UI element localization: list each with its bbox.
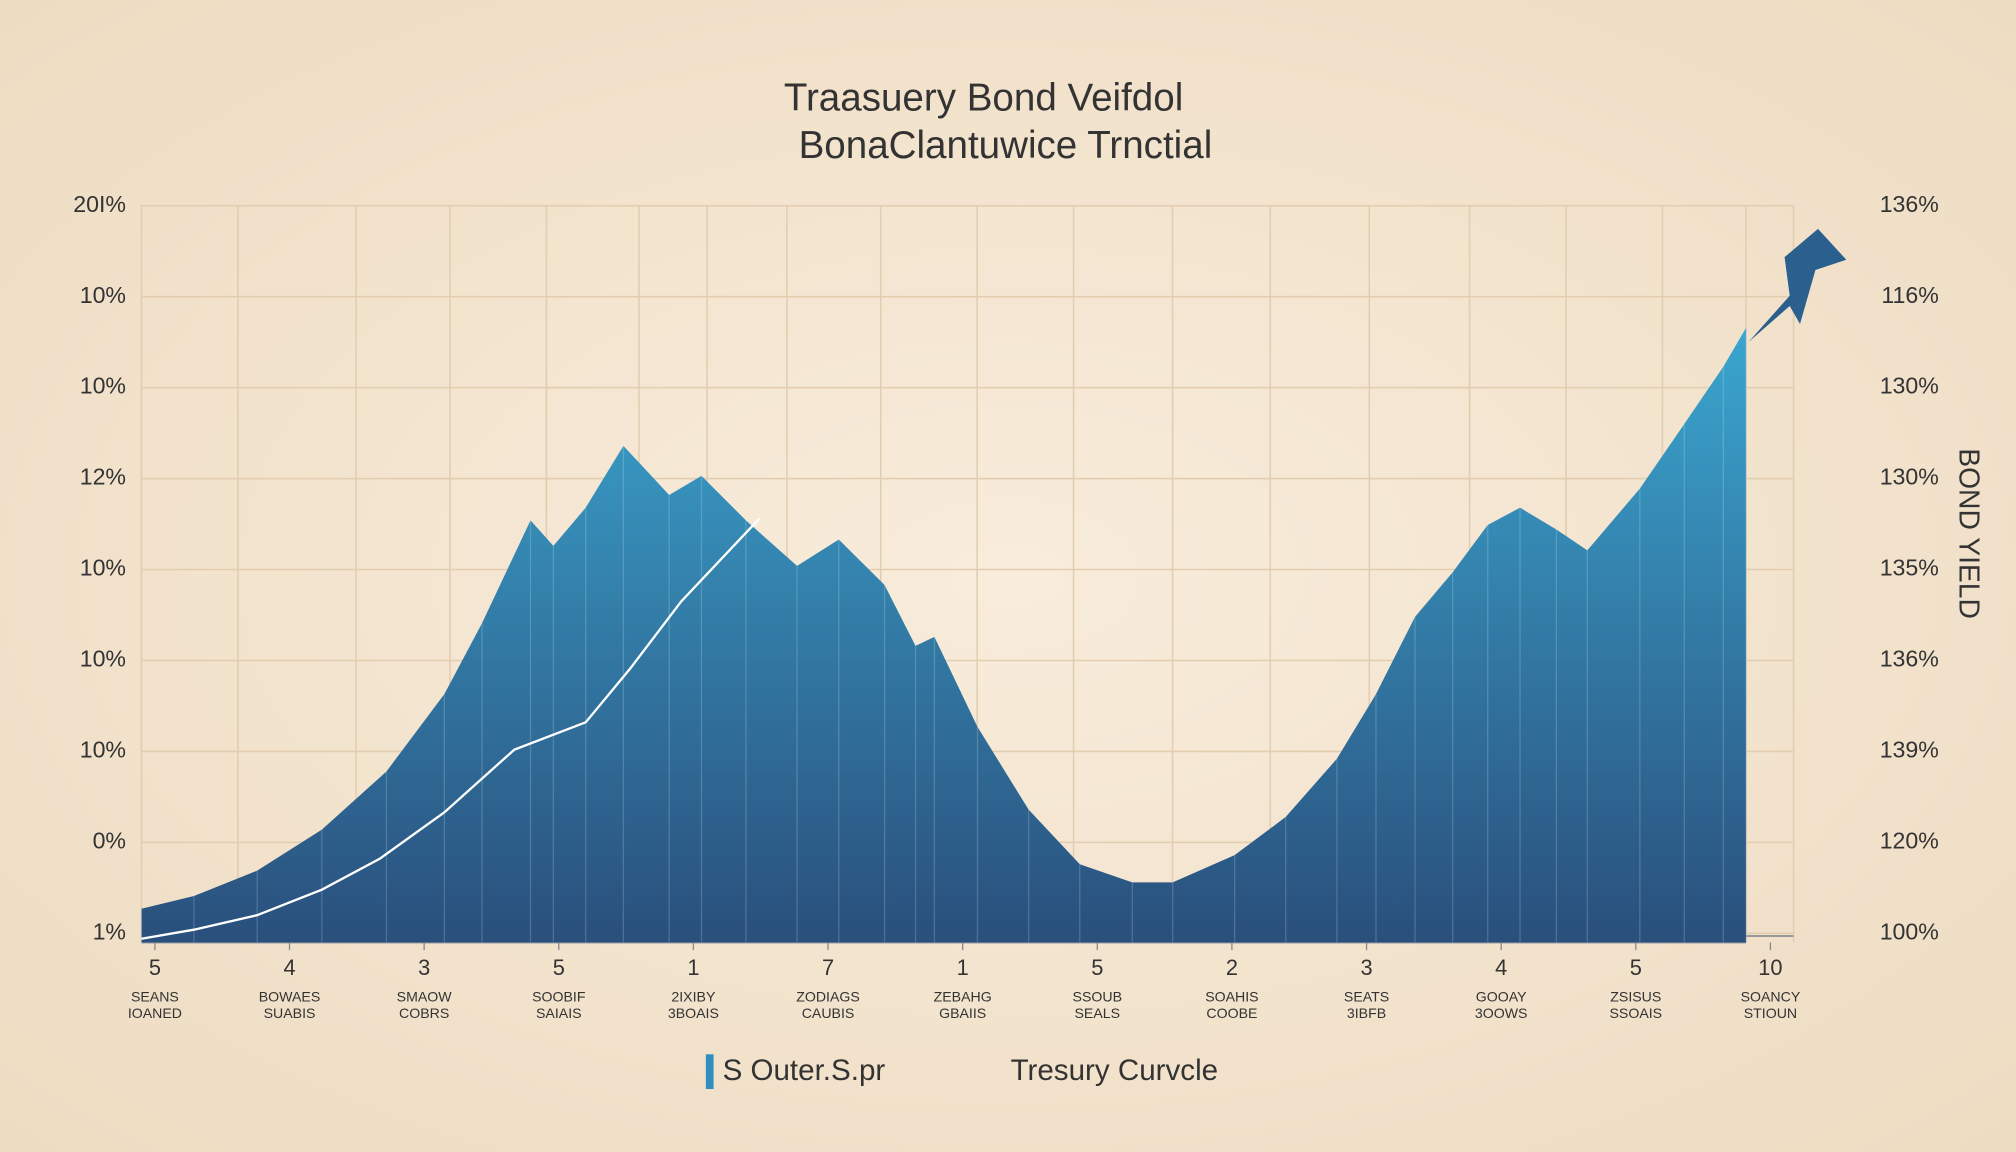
x-sublabel: SUABIS — [264, 1005, 316, 1021]
x-sublabel: SOOBIF — [532, 988, 586, 1004]
x-sublabel: SMAOW — [397, 988, 453, 1004]
x-sublabel: SOANCY — [1741, 988, 1801, 1004]
line — [141, 517, 761, 940]
area-stripes — [140, 327, 1747, 943]
x-tick-label: 2 — [1226, 955, 1238, 980]
y2-axis-title: BOND YIELD — [1954, 448, 1986, 619]
x-sublabel: BOWAES — [259, 988, 320, 1004]
x-sublabel: SAIAIS — [536, 1005, 582, 1021]
y2-tick-label: 136% — [1880, 191, 1939, 217]
x-sublabel: 3IBFB — [1347, 1005, 1386, 1021]
x-tick-label: 1 — [957, 955, 969, 980]
x-sublabel: SOAHIS — [1205, 988, 1258, 1004]
y2-tick-label: 135% — [1880, 555, 1939, 581]
y-tick-label: 10% — [80, 737, 126, 763]
x-sublabel: 3BOAIS — [668, 1005, 719, 1021]
x-sublabel: 3OOWS — [1475, 1005, 1528, 1021]
y2-tick-label: 116% — [1881, 282, 1938, 308]
x-tick-label: 5 — [1630, 955, 1642, 980]
x-tick-label: 5 — [1091, 955, 1103, 980]
x-sublabel: STIOUN — [1744, 1005, 1797, 1021]
legend-swatch — [705, 1054, 714, 1089]
x-sublabel: SSOUB — [1073, 988, 1122, 1004]
x-sublabel: GOOAY — [1476, 988, 1527, 1004]
plot: 1%0%10%10%10%12%10%10%20I%100%120%139%13… — [73, 191, 1939, 1021]
trend-arrow — [1748, 228, 1847, 342]
y2-tick-label: 130% — [1880, 373, 1939, 399]
x-sublabel: GBAIIS — [939, 1005, 986, 1021]
y2-tick-label: 136% — [1880, 646, 1939, 672]
x-sublabel: ZEBAHG — [934, 988, 992, 1004]
y-tick-label: 10% — [80, 646, 126, 672]
x-sublabel: COOBE — [1206, 1005, 1257, 1021]
y2-tick-label: 120% — [1880, 827, 1939, 853]
y-tick-label: 20I% — [73, 191, 126, 217]
area — [141, 327, 1747, 943]
x-sublabel: SEALS — [1075, 1005, 1121, 1021]
x-sublabel: CAUBIS — [802, 1005, 855, 1021]
x-sublabel: ZODIAGS — [796, 988, 860, 1004]
y2-tick-label: 139% — [1880, 737, 1939, 763]
y2-tick-label: 130% — [1880, 464, 1939, 490]
y-tick-label: 1% — [93, 918, 126, 944]
x-tick-label: 5 — [149, 955, 161, 980]
x-sublabel: SEATS — [1344, 988, 1389, 1004]
y-tick-label: 10% — [80, 373, 126, 399]
x-tick-label: 7 — [822, 955, 834, 980]
y-tick-label: 0% — [93, 827, 126, 853]
chart-subtitle: BonaClantuwice Trnctial — [799, 124, 1213, 167]
x-tick-label: 10 — [1758, 955, 1782, 980]
y-tick-label: 12% — [80, 464, 126, 490]
x-tick-label: 1 — [687, 955, 699, 980]
x-sublabel: SEANS — [131, 988, 179, 1004]
x-tick-label: 4 — [283, 955, 295, 980]
x-sublabel: COBRS — [399, 1005, 449, 1021]
x-sublabel: IOANED — [128, 1005, 182, 1021]
legend-label: Tresury Curvcle — [1011, 1054, 1219, 1087]
x-tick-label: 4 — [1495, 955, 1507, 980]
legend-label: S Outer.S.pr — [723, 1054, 886, 1087]
x-tick-label: 5 — [553, 955, 565, 980]
chart-title: Traasuery Bond Veifdol — [784, 76, 1183, 119]
x-sublabel: ZSISUS — [1610, 988, 1661, 1004]
x-tick-label: 3 — [1360, 955, 1372, 980]
y2-tick-label: 100% — [1880, 918, 1939, 944]
y-tick-label: 10% — [80, 282, 126, 308]
x-sublabel: 2IXIBY — [671, 988, 716, 1004]
x-tick-label: 3 — [418, 955, 430, 980]
x-sublabel: SSOAIS — [1609, 1005, 1662, 1021]
y-tick-label: 10% — [80, 555, 126, 581]
